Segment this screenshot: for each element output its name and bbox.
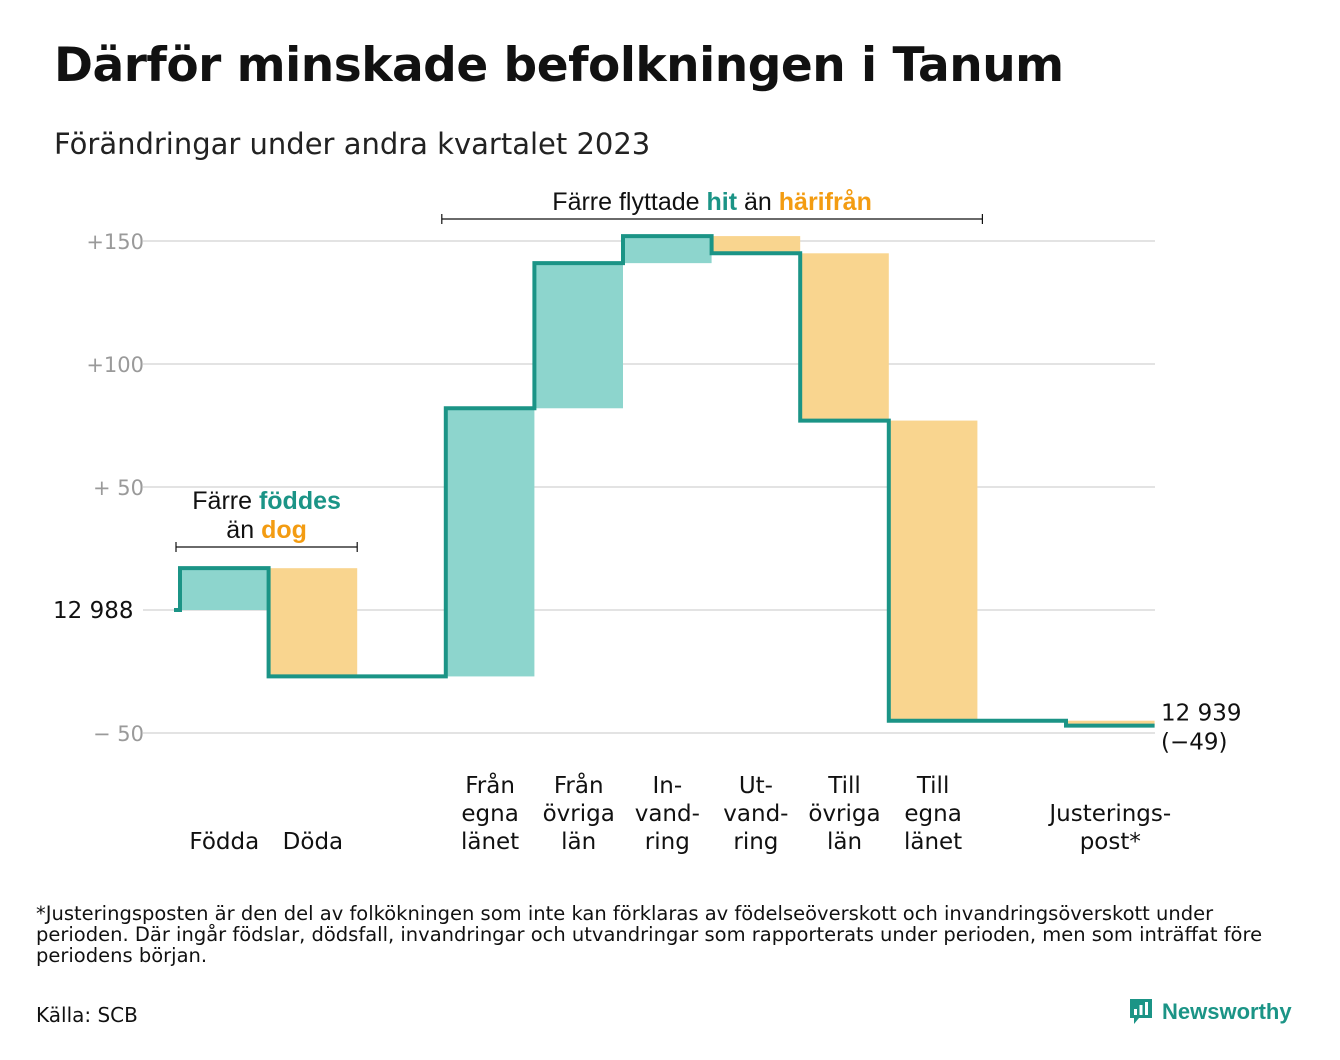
source-label: Källa: SCB — [36, 1003, 138, 1027]
x-category-label: egna — [461, 801, 518, 827]
footnote: *Justeringsposten är den del av folkökni… — [36, 902, 1263, 967]
births-annotation-text: än dog — [226, 516, 307, 544]
x-category-label: län — [827, 829, 862, 855]
x-category-label: Från — [554, 771, 604, 799]
x-category-label: Till — [827, 773, 861, 799]
births-annotation-text: Färre föddes — [192, 487, 341, 515]
x-category-label: egna — [904, 801, 961, 827]
annotation-segment: föddes — [259, 487, 341, 515]
annotation-segment: dog — [261, 516, 307, 544]
x-category-label: Till — [916, 773, 950, 799]
waterfall-bar — [1066, 720, 1155, 726]
x-category-label: vand- — [635, 801, 700, 827]
annotation-segment: än — [737, 188, 779, 216]
waterfall-bar — [888, 420, 978, 721]
waterfall-bar — [268, 568, 358, 677]
x-category-label: Födda — [189, 829, 259, 855]
x-category-label: övriga — [808, 801, 880, 827]
logo-text: Newsworthy — [1162, 999, 1292, 1024]
end-value-label: 12 939 — [1161, 701, 1241, 727]
waterfall-bar — [711, 236, 801, 254]
y-tick-label: +150 — [86, 230, 144, 254]
start-value-label: 12 988 — [53, 598, 133, 624]
x-category-label: In- — [652, 773, 682, 799]
waterfall-bar — [180, 568, 269, 610]
x-category-label: post* — [1080, 829, 1141, 855]
chart-subtitle: Förändringar under andra kvartalet 2023 — [54, 127, 651, 161]
waterfall-bar — [800, 253, 889, 421]
newsworthy-logo: Newsworthy — [1128, 998, 1292, 1026]
x-category-label: Justerings- — [1047, 801, 1171, 827]
x-category-label: Ut- — [739, 773, 773, 799]
migration-annotation-text: Färre flyttade hit än härifrån — [552, 188, 872, 216]
x-category-label: ring — [733, 829, 778, 855]
cumulative-line — [174, 234, 1155, 728]
waterfall-bar — [623, 236, 712, 264]
annotation-segment: än — [226, 516, 261, 544]
y-tick-label: + 50 — [93, 476, 144, 500]
x-category-label: ring — [645, 829, 690, 855]
x-category-label: län — [561, 829, 596, 855]
annotation-segment: Färre — [192, 487, 259, 515]
x-category-label: länet — [461, 829, 519, 855]
bar-chart-speech-bubble-icon — [1130, 999, 1152, 1024]
x-category-label: länet — [904, 829, 962, 855]
chart-title: Därför minskade befolkningen i Tanum — [54, 38, 1064, 93]
annotation-segment: hit — [707, 188, 738, 216]
x-category-label: Från — [465, 771, 515, 799]
annotation-segment: härifrån — [779, 188, 872, 216]
y-tick-label: +100 — [86, 353, 144, 377]
x-category-label: Döda — [283, 829, 343, 855]
end-change-label: (−49) — [1161, 730, 1227, 756]
waterfall-bar — [534, 263, 623, 409]
x-category-label: övriga — [543, 801, 615, 827]
waterfall-bar — [445, 408, 535, 677]
x-category-label: vand- — [723, 801, 788, 827]
y-tick-label: − 50 — [93, 722, 144, 746]
annotation-segment: Färre flyttade — [552, 188, 706, 216]
